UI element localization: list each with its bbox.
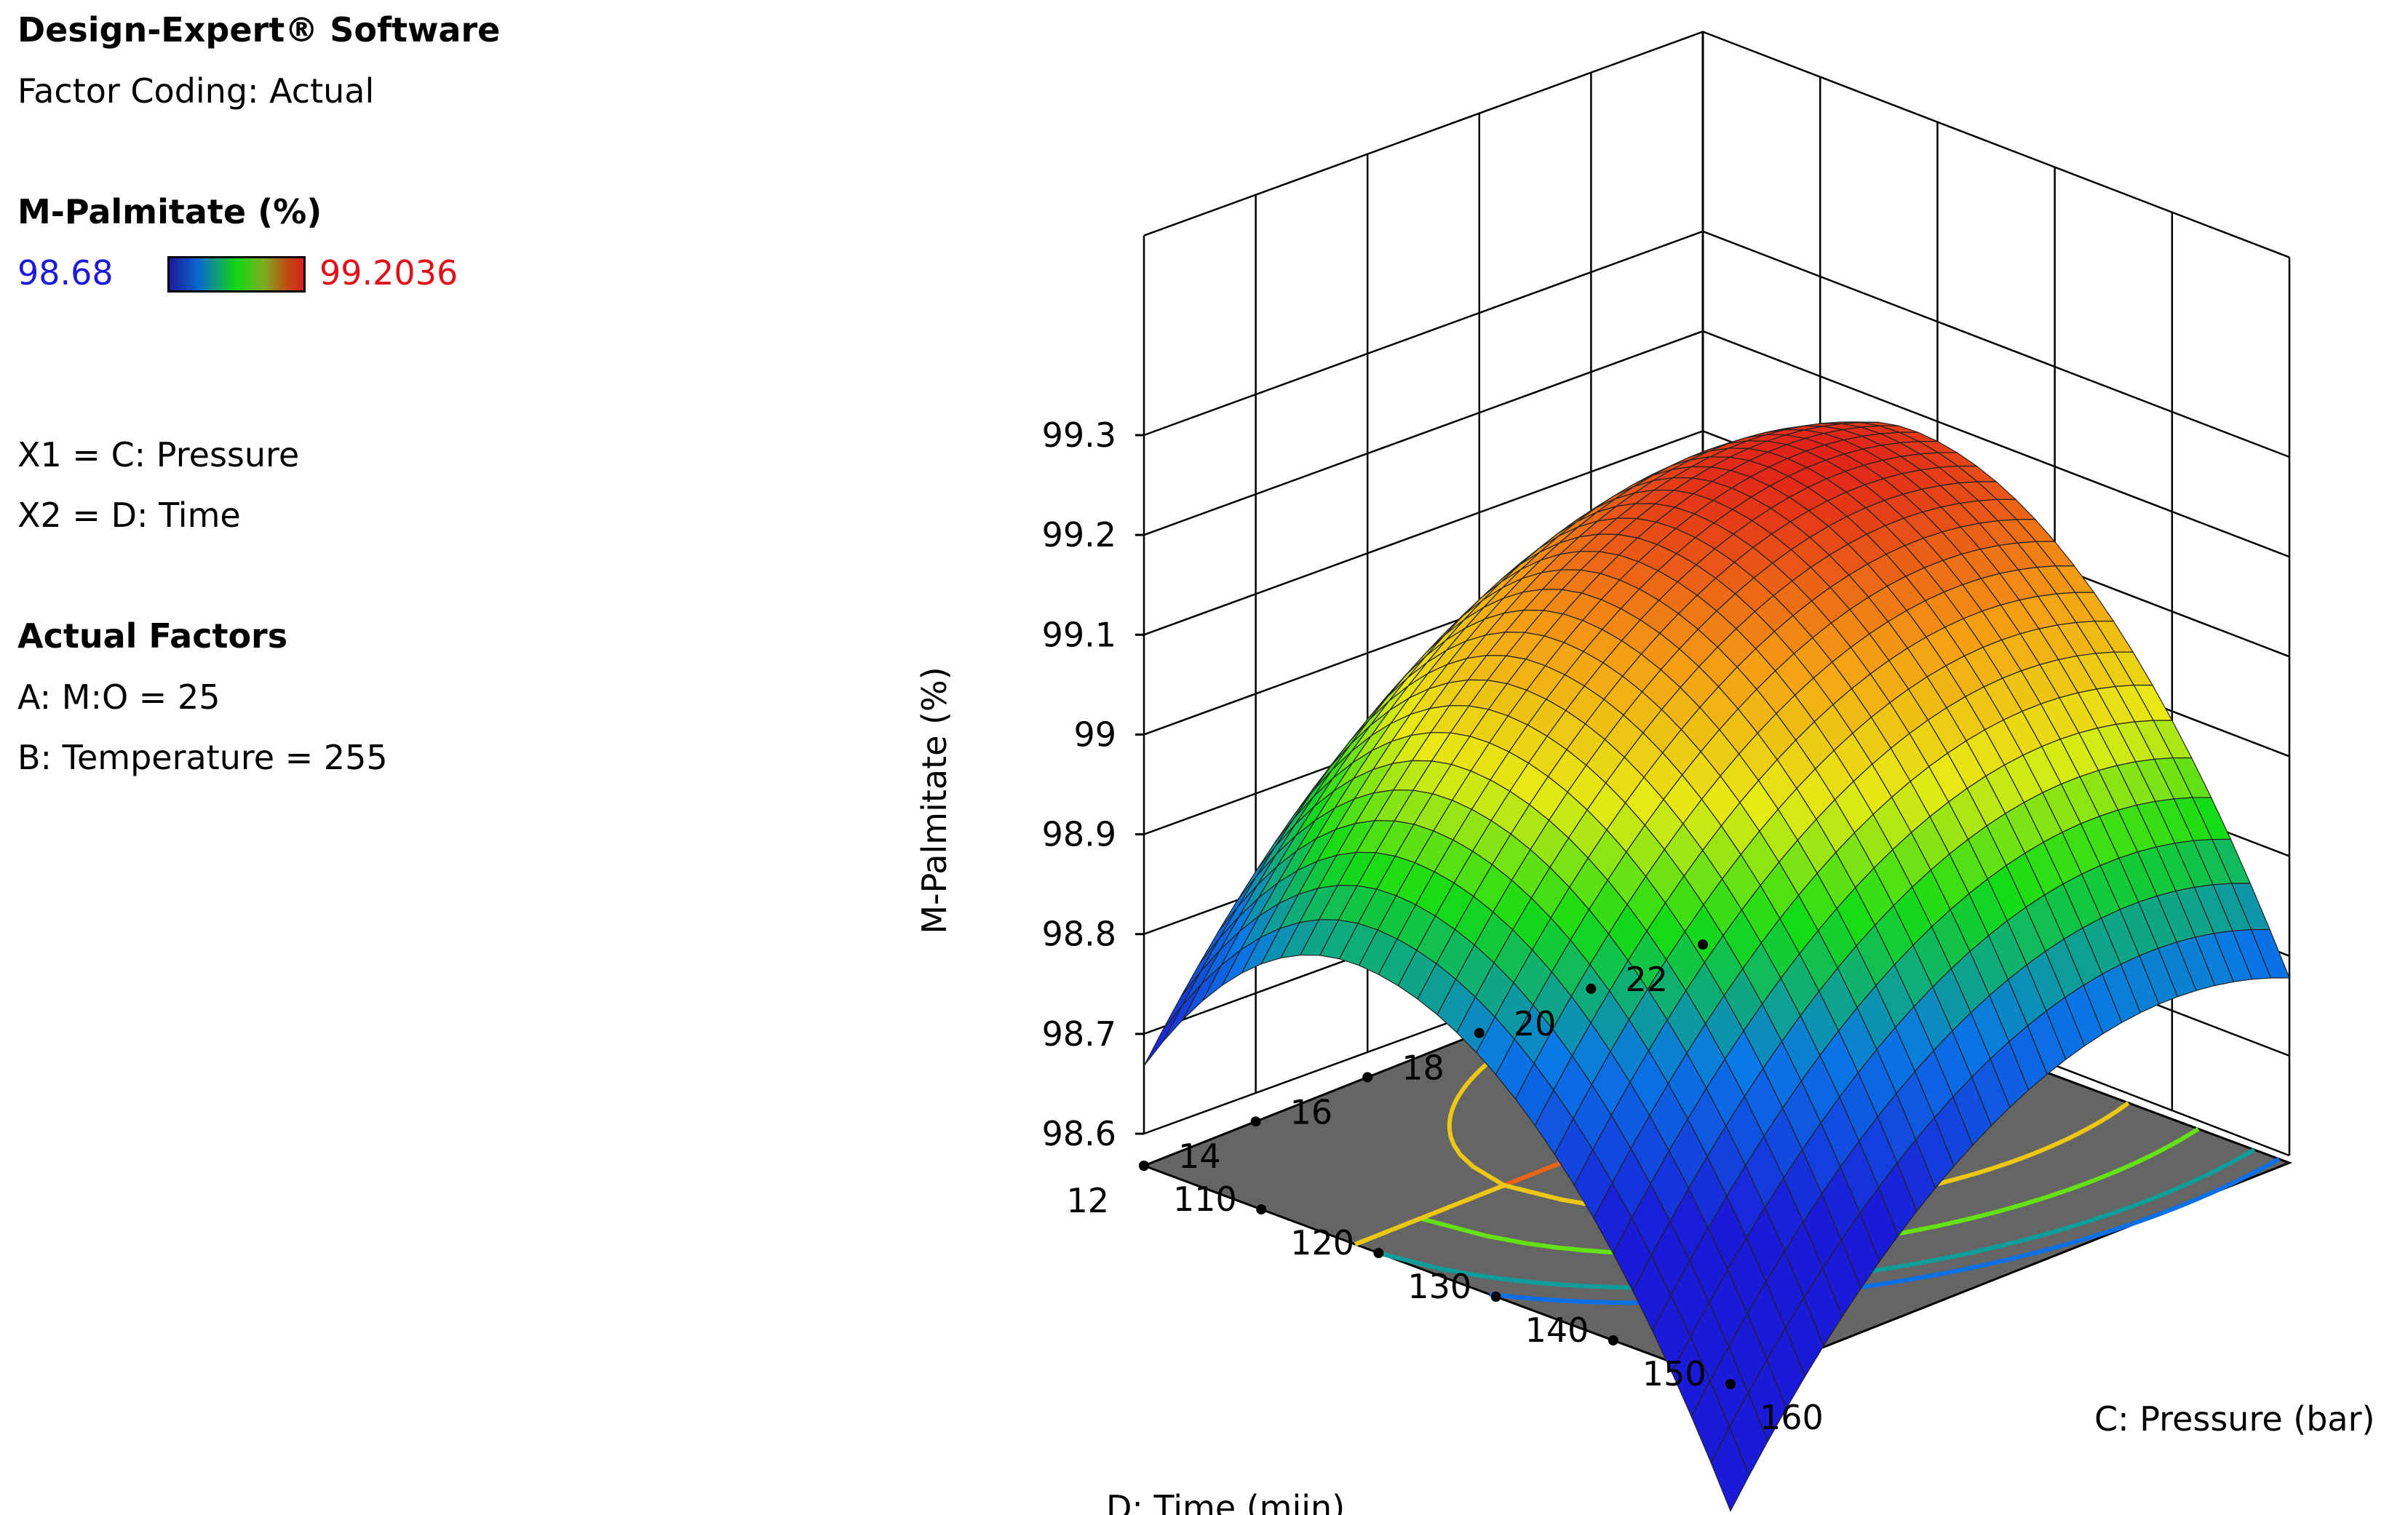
x-tick-label: 140 xyxy=(1525,1311,1589,1350)
x-tick xyxy=(1725,1379,1736,1389)
factor-x1: X1 = C: Pressure xyxy=(17,435,300,474)
actual-factor-b: B: Temperature = 255 xyxy=(17,738,388,777)
z-tick-label: 99.2 xyxy=(1042,515,1116,554)
y-tick xyxy=(1474,1027,1485,1038)
x-tick-label: 160 xyxy=(1760,1398,1824,1437)
y-tick xyxy=(1250,1116,1261,1127)
y-tick xyxy=(1698,939,1708,950)
z-tick-label: 99.1 xyxy=(1042,615,1116,654)
surface-cell xyxy=(1163,983,1202,1042)
x-tick xyxy=(1490,1292,1501,1302)
z-tick-label: 99 xyxy=(1073,715,1116,754)
z-tick-label: 98.7 xyxy=(1042,1014,1116,1054)
factor-x2: X2 = D: Time xyxy=(17,496,241,535)
x-tick xyxy=(1608,1335,1618,1345)
y-axis-label: D: Time (miin) xyxy=(1106,1488,1345,1515)
actual-factors-title: Actual Factors xyxy=(17,616,288,656)
surface-cell xyxy=(1710,1425,1750,1512)
x-tick-label: 130 xyxy=(1407,1267,1471,1306)
response-title: M-Palmitate (%) xyxy=(17,192,322,231)
y-tick xyxy=(1139,1161,1149,1171)
colorbar xyxy=(167,256,306,293)
z-tick-label: 98.8 xyxy=(1042,915,1116,954)
y-tick xyxy=(1362,1072,1373,1083)
x-tick-label: 150 xyxy=(1642,1354,1706,1393)
x-tick xyxy=(1373,1248,1384,1258)
z-tick-label: 99.3 xyxy=(1042,415,1116,455)
y-tick-label: 20 xyxy=(1514,1004,1557,1043)
contour-line xyxy=(1354,1126,2200,1257)
z-tick-label: 98.9 xyxy=(1042,815,1116,854)
y-tick-label: 12 xyxy=(1066,1181,1109,1220)
y-tick xyxy=(1586,983,1597,994)
colorbar-max-label: 99.2036 xyxy=(319,253,458,293)
z-tick-label: 98.6 xyxy=(1042,1114,1116,1153)
x-tick xyxy=(1256,1204,1267,1214)
actual-factor-a: A: M:O = 25 xyxy=(17,677,220,717)
software-title: Design-Expert® Software xyxy=(17,10,501,49)
z-axis-label: M-Palmitate (%) xyxy=(915,667,954,934)
y-tick-label: 22 xyxy=(1625,960,1668,999)
x-tick-label: 110 xyxy=(1173,1180,1237,1219)
surface-cell xyxy=(1143,1005,1183,1067)
factor-coding: Factor Coding: Actual xyxy=(17,71,375,111)
wall-gridline xyxy=(1143,31,2290,258)
y-tick-label: 16 xyxy=(1290,1092,1333,1132)
wall-gridline xyxy=(1143,230,2290,458)
x-tick-label: 120 xyxy=(1290,1223,1354,1262)
colorbar-min-label: 98.68 xyxy=(17,253,114,293)
y-tick-label: 14 xyxy=(1178,1137,1221,1176)
x-axis-label: C: Pressure (bar) xyxy=(2094,1399,2375,1439)
y-tick-label: 18 xyxy=(1402,1049,1445,1088)
